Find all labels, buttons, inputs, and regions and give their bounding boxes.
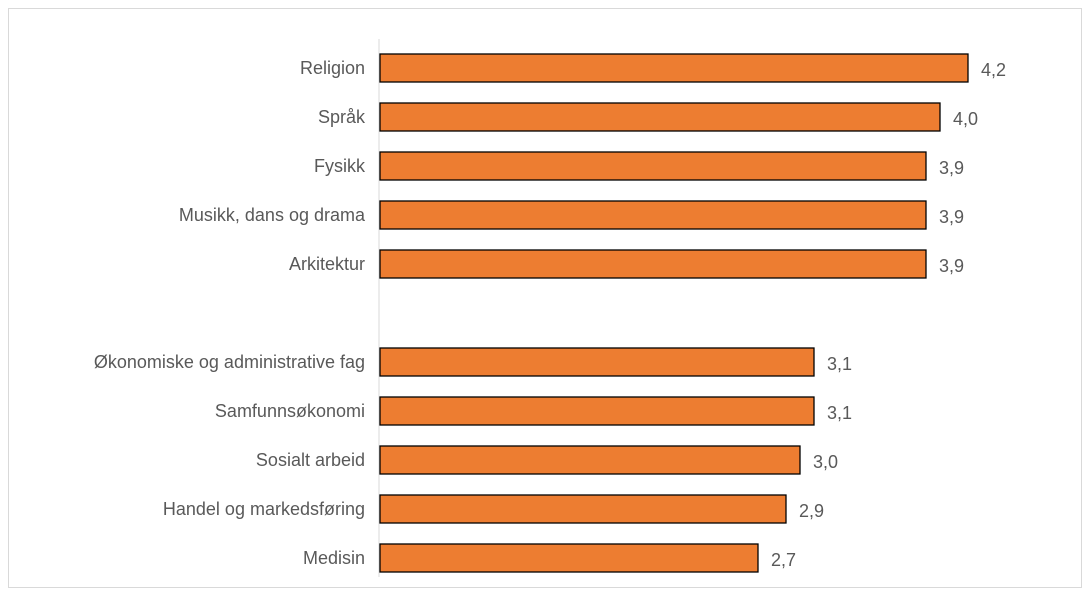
bar <box>379 151 927 181</box>
bar <box>379 543 759 573</box>
category-label: Sosialt arbeid <box>256 450 365 470</box>
bar-chart: Religion Språk Fysikk Musikk, dans og drama… <box>94 39 1006 577</box>
category-label: Religion <box>300 58 365 78</box>
category-labels-layer: Religion Språk Fysikk Musikk, dans og drama… <box>94 58 366 568</box>
category-label: Musikk, dans og drama <box>179 205 366 225</box>
category-label: Fysikk <box>314 156 366 176</box>
data-label: 3,0 <box>813 452 838 472</box>
data-label: 2,9 <box>799 501 824 521</box>
category-label: Handel og markedsføring <box>163 499 365 519</box>
data-label: 2,7 <box>771 550 796 570</box>
data-label: 3,9 <box>939 256 964 276</box>
category-label: Økonomiske og administrative fag <box>94 352 365 372</box>
bar <box>379 347 815 377</box>
chart-frame: Religion Språk Fysikk Musikk, dans og drama… <box>8 8 1082 588</box>
category-label: Språk <box>318 107 366 127</box>
data-label: 3,1 <box>827 403 852 423</box>
data-label: 4,0 <box>953 109 978 129</box>
bar <box>379 53 969 83</box>
bar <box>379 445 801 475</box>
data-label: 3,9 <box>939 158 964 178</box>
bar <box>379 200 927 230</box>
data-labels-layer: 4,2 4,0 3,9 3,9 3,9 3,1 3,1 3,0 2,9 2,7 <box>771 60 1006 570</box>
bar <box>379 102 941 132</box>
bar <box>379 494 787 524</box>
category-label: Arkitektur <box>289 254 365 274</box>
data-label: 4,2 <box>981 60 1006 80</box>
data-label: 3,1 <box>827 354 852 374</box>
bar <box>379 396 815 426</box>
bar <box>379 249 927 279</box>
bars-layer <box>379 53 969 573</box>
category-label: Medisin <box>303 548 365 568</box>
data-label: 3,9 <box>939 207 964 227</box>
category-label: Samfunnsøkonomi <box>215 401 365 421</box>
